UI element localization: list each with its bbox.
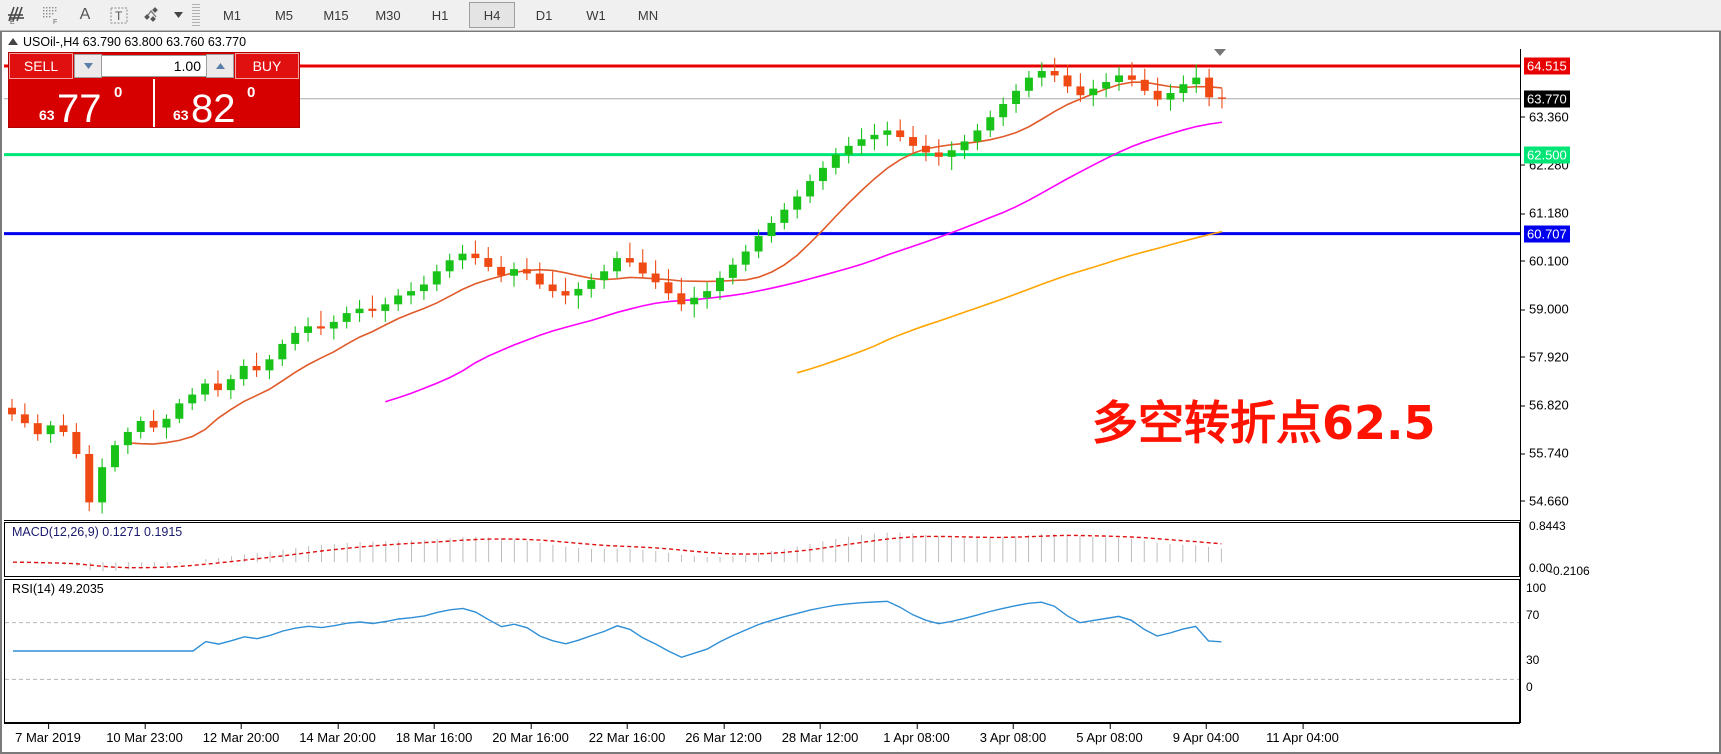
macd-pane[interactable]: MACD(12,26,9) 0.1271 0.1915	[4, 522, 1520, 577]
collapse-triangle-icon[interactable]	[8, 38, 18, 45]
text-icon[interactable]: A	[79, 6, 91, 23]
time-tick-label: 12 Mar 20:00	[203, 724, 279, 745]
volume-input[interactable]: 1.00	[102, 55, 206, 77]
sell-price-fraction: 0	[114, 84, 123, 101]
price-tick-label: 63.360	[1521, 109, 1569, 124]
crosshair-marker	[1214, 49, 1226, 56]
time-tick-label: 26 Mar 12:00	[685, 724, 762, 745]
timeframes-icon[interactable]: F	[34, 1, 68, 30]
price-tick-label: 60.100	[1521, 253, 1569, 268]
objects-icon[interactable]	[136, 1, 170, 30]
macd-canvas	[12, 532, 1222, 572]
sell-button[interactable]: SELL	[9, 53, 73, 79]
symbol-ohlc-text: USOil-,H4 63.790 63.800 63.760 63.770	[23, 35, 247, 49]
time-tick-label: 1 Apr 08:00	[883, 724, 950, 745]
timeframe-mn[interactable]: MN	[637, 7, 659, 23]
rsi-canvas	[5, 600, 1519, 680]
support-line-label[interactable]: 60.707	[1524, 225, 1570, 243]
time-tick-label: 9 Apr 04:00	[1173, 724, 1239, 745]
time-tick-label: 28 Mar 12:00	[782, 724, 858, 745]
time-tick-label: 3 Apr 08:00	[980, 724, 1046, 745]
time-scale[interactable]: 7 Mar 2019 10 Mar 23:00 12 Mar 20:00 14 Mar…	[4, 723, 1520, 753]
price-tick-label: 57.920	[1521, 349, 1569, 364]
chart-window: USOil-,H4 63.790 63.800 63.760 63.770 MA…	[0, 31, 1721, 754]
timeframe-m15[interactable]: M15	[323, 7, 349, 23]
svg-text:F: F	[53, 19, 57, 25]
time-tick-label: 10 Mar 23:00	[106, 724, 183, 745]
buy-button[interactable]: BUY	[235, 53, 299, 79]
price-tick-label: 54.660	[1521, 493, 1569, 508]
price-tick-label: 55.740	[1521, 446, 1569, 461]
time-tick-label: 22 Mar 16:00	[589, 724, 665, 745]
timeframe-m1[interactable]: M1	[222, 7, 242, 23]
macd-scale-label: 0.8443	[1529, 519, 1566, 533]
buy-price-prefix: 63	[173, 107, 189, 123]
rsi-label: RSI(14) 49.2035	[10, 582, 106, 596]
time-tick-label: 11 Apr 04:00	[1266, 724, 1339, 745]
trade-panel-prices: 63 77 0 63 82 0	[9, 79, 299, 131]
price-tick-label: 59.000	[1521, 302, 1569, 317]
svg-text:T: T	[115, 9, 123, 23]
time-tick-label: 5 Apr 08:00	[1076, 724, 1143, 745]
time-tick-label: 7 Mar 2019	[15, 724, 81, 745]
symbol-ohlc-line: USOil-,H4 63.790 63.800 63.760 63.770	[8, 35, 246, 49]
sell-price-block[interactable]: 63 77 0	[9, 79, 155, 131]
timeframe-h1[interactable]: H1	[431, 7, 449, 23]
last-price-label[interactable]: 63.770	[1524, 90, 1570, 108]
timeframe-d1[interactable]: D1	[535, 7, 553, 23]
sell-price-main: 77	[57, 87, 102, 131]
pivot-line-label[interactable]: 62.500	[1524, 146, 1570, 164]
buy-price-main: 82	[191, 87, 236, 131]
timeframe-w1[interactable]: W1	[586, 7, 606, 23]
toolbar-divider	[192, 4, 200, 26]
time-tick-label: 20 Mar 16:00	[492, 724, 569, 745]
chart-annotation: 多空转折点62.5	[1092, 396, 1436, 450]
timeframe-h4[interactable]: H4	[469, 2, 515, 28]
macd-label: MACD(12,26,9) 0.1271 0.1915	[10, 525, 185, 539]
time-tick-label: 18 Mar 16:00	[396, 724, 472, 745]
volume-increase-button[interactable]	[206, 54, 234, 78]
buy-price-fraction: 0	[247, 84, 256, 101]
one-click-trading-panel[interactable]: SELL 1.00 BUY 63 77 0 63 82 0	[8, 52, 300, 131]
main-toolbar: E F A T	[0, 0, 1721, 31]
volume-decrease-button[interactable]	[74, 54, 102, 78]
price-tick-label: 56.820	[1521, 398, 1569, 413]
svg-text:E: E	[10, 19, 15, 25]
macd-scale-label: -0.2106	[1549, 564, 1590, 578]
trade-panel-top-row: SELL 1.00 BUY	[9, 53, 299, 79]
timeframe-m30[interactable]: M30	[375, 7, 401, 23]
rsi-pane[interactable]: RSI(14) 49.2035	[4, 579, 1520, 723]
macd-scale-label: 0.00	[1529, 561, 1553, 575]
buy-price-block[interactable]: 63 82 0	[155, 79, 299, 131]
sell-price-prefix: 63	[39, 107, 55, 123]
price-scale[interactable]: 63.360 62.280 61.180 60.100 59.000 57.920 56.8…	[1520, 49, 1721, 723]
timeframe-m5[interactable]: M5	[274, 7, 294, 23]
rsi-scale-label: 30	[1526, 653, 1540, 667]
rsi-scale-label: 70	[1526, 608, 1540, 622]
chevron-down-icon[interactable]	[170, 1, 186, 30]
rsi-scale-label: 0	[1526, 680, 1533, 694]
resistance-line-label[interactable]: 64.515	[1524, 57, 1570, 75]
price-tick-label: 61.180	[1521, 206, 1569, 221]
time-tick-label: 14 Mar 20:00	[299, 724, 376, 745]
text-label-icon[interactable]: T	[102, 1, 136, 30]
volume-control[interactable]: 1.00	[74, 54, 234, 78]
rsi-scale-label: 100	[1526, 581, 1547, 595]
indicators-icon[interactable]: E	[0, 1, 34, 30]
